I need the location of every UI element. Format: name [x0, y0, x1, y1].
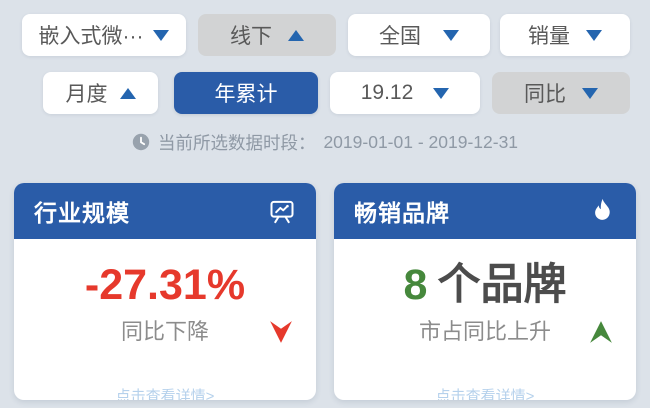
- category-dropdown-label: 嵌入式微···: [38, 25, 144, 48]
- clock-icon: [132, 133, 150, 151]
- compare-dropdown[interactable]: 同比: [492, 72, 630, 114]
- industry-scale-description: 同比下降: [120, 319, 209, 344]
- selected-period-value: 2019-01-01 - 2019-12-31: [323, 131, 519, 152]
- industry-scale-metric: -27.31%: [84, 261, 246, 309]
- chevron-up-icon: [119, 87, 136, 99]
- industry-scale-card-header: 行业规模: [14, 183, 316, 239]
- metric-dropdown-label: 销量: [528, 25, 570, 48]
- industry-scale-card[interactable]: 行业规模 -27.31% 同比下降 点击查看详情>: [14, 183, 316, 400]
- chart-board-icon: [270, 200, 294, 224]
- trend-down-arrow-icon: [270, 321, 292, 343]
- flame-icon: [595, 198, 610, 220]
- selected-period-bar: 当前所选数据时段： 2019-01-01 - 2019-12-31: [0, 130, 650, 154]
- chevron-down-icon: [443, 29, 459, 41]
- region-dropdown-label: 全国: [379, 25, 421, 48]
- best-selling-brands-card-header: 畅销品牌: [334, 183, 636, 239]
- chevron-down-icon: [586, 29, 602, 41]
- industry-scale-detail-link[interactable]: 点击查看详情>: [115, 388, 215, 400]
- chevron-down-icon: [582, 87, 598, 99]
- metric-dropdown[interactable]: 销量: [500, 14, 630, 56]
- category-dropdown[interactable]: 嵌入式微···: [22, 14, 186, 56]
- chevron-down-icon: [433, 87, 450, 99]
- best-selling-brands-card-title: 畅销品牌: [354, 200, 450, 226]
- granularity-dropdown-label: 月度: [65, 83, 108, 106]
- brand-count: 8: [403, 261, 428, 309]
- best-selling-brands-description-row: 市占同比上升: [334, 317, 636, 347]
- ytd-toggle-button[interactable]: 年累计: [174, 72, 318, 114]
- period-dropdown[interactable]: 19.12: [330, 72, 480, 114]
- industry-scale-card-title: 行业规模: [34, 200, 130, 226]
- selected-period-label: 当前所选数据时段：: [157, 132, 316, 153]
- region-dropdown[interactable]: 全国: [348, 14, 490, 56]
- industry-scale-card-body: -27.31% 同比下降 点击查看详情>: [14, 261, 316, 400]
- chevron-up-icon: [288, 29, 304, 41]
- period-dropdown-label: 19.12: [360, 81, 414, 104]
- best-selling-brands-card[interactable]: 畅销品牌 8 个品牌 市占同比上升 点击查看详情>: [334, 183, 636, 400]
- best-selling-brands-metric: 8 个品牌: [334, 261, 636, 309]
- channel-dropdown-label: 线下: [230, 25, 272, 48]
- granularity-dropdown[interactable]: 月度: [43, 72, 158, 114]
- industry-scale-description-row: 同比下降: [14, 317, 316, 347]
- compare-dropdown-label: 同比: [524, 83, 566, 106]
- trend-up-arrow-icon: [590, 321, 612, 343]
- ytd-toggle-label: 年累计: [214, 83, 278, 106]
- best-selling-brands-detail-link[interactable]: 点击查看详情>: [435, 388, 535, 400]
- best-selling-brands-card-body: 8 个品牌 市占同比上升 点击查看详情>: [334, 261, 636, 400]
- brand-count-unit: 个品牌: [437, 261, 567, 309]
- best-selling-brands-description: 市占同比上升: [418, 319, 551, 344]
- channel-dropdown[interactable]: 线下: [198, 14, 336, 56]
- chevron-down-icon: [153, 29, 170, 41]
